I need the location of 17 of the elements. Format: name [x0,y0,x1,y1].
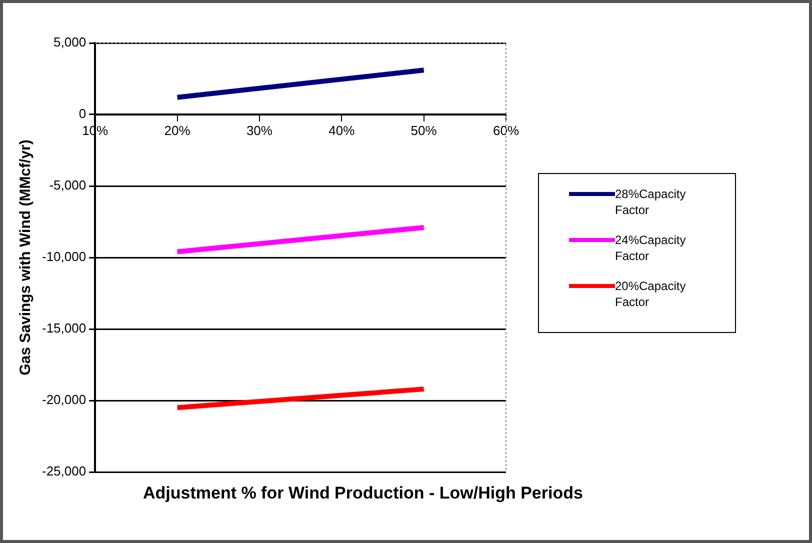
y-tick-label: -5,000 [49,178,86,193]
y-axis-title: Gas Savings with Wind (MMcf/yr) [17,140,34,376]
x-tick-label: 50% [410,122,438,138]
y-tick-label: -20,000 [42,392,86,408]
y-tick-label: -10,000 [42,249,86,264]
x-tick-label: 30% [246,122,273,138]
y-tick-label: -25,000 [42,464,86,479]
legend-label: 24%Capacity Factor [615,232,687,264]
y-tick-label: 0 [78,106,86,122]
legend-label: 20%Capacity Factor [615,278,687,310]
x-tick-label: 20% [164,122,191,138]
y-tick-label: 5,000 [54,34,86,50]
x-tick-label: 40% [328,122,356,138]
y-tick-label: -15,000 [42,320,86,336]
x-axis-title: Adjustment % for Wind Production - Low/High Periods [143,484,583,503]
legend-label: 28%Capacity Factor [615,186,687,218]
x-tick-label: 60% [492,122,520,138]
